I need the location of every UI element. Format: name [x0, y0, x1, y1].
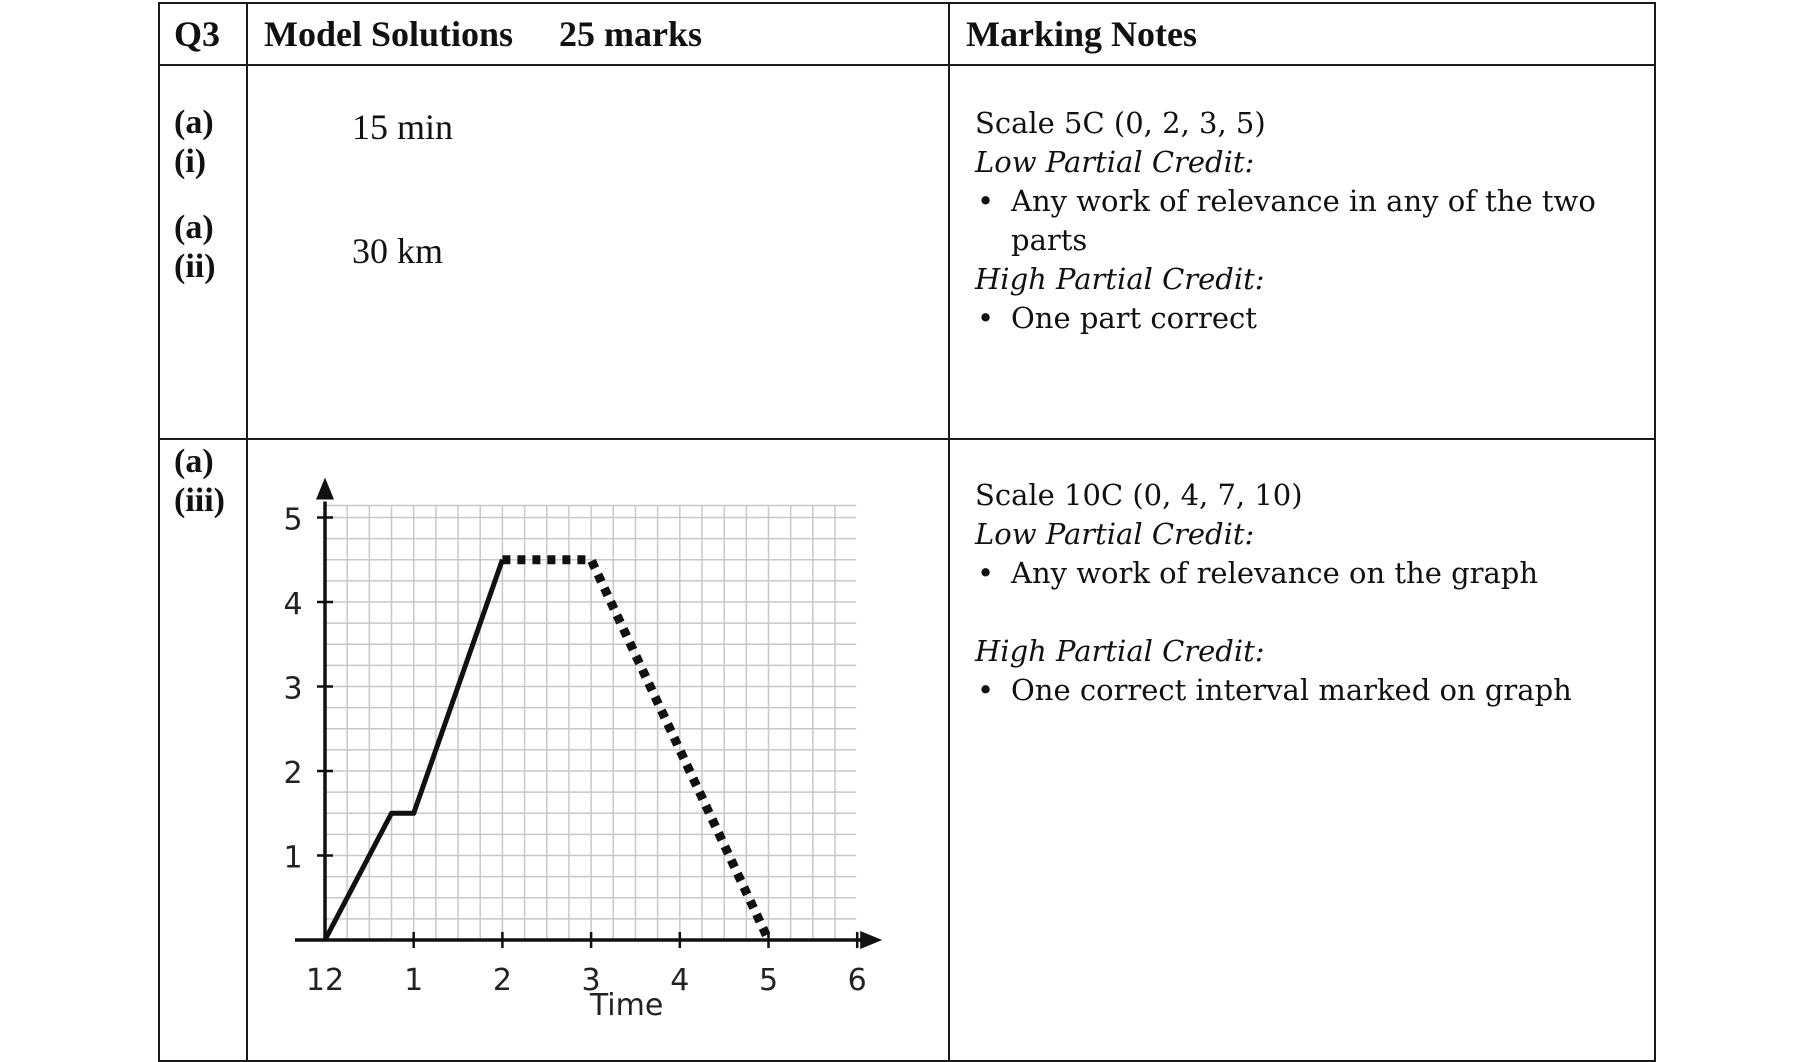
outward-journey-line: [322, 558, 505, 942]
scale-text: Scale 5C (0, 2, 3, 5): [975, 106, 1266, 140]
y-tick-label: 2: [283, 756, 302, 791]
y-tick-label: 4: [283, 587, 302, 622]
x-tick-label: 4: [670, 963, 689, 998]
scale-text: Scale 10C (0, 4, 7, 10): [975, 478, 1303, 512]
part-labels-cell: (a) (i) (a) (ii): [158, 64, 248, 440]
part-label: (a): [174, 104, 214, 141]
x-axis-label: Time: [589, 988, 663, 1023]
model-solutions-heading: Model Solutions 25 marks: [246, 2, 950, 66]
part-label: (a): [174, 209, 214, 246]
x-tick-label: 12: [306, 963, 344, 998]
part-label: (a): [174, 443, 214, 480]
low-partial-credit-item: Any work of relevance on the graph: [975, 554, 1654, 593]
high-partial-credit-item: One correct interval marked on graph: [975, 671, 1654, 710]
y-tick-label: 1: [283, 841, 302, 876]
x-tick-label: 1: [404, 963, 423, 998]
answer-i: 15 min: [352, 107, 454, 147]
y-tick-label: 3: [283, 672, 302, 707]
subpart-label: (iii): [174, 482, 225, 519]
x-tick-label: 2: [493, 963, 512, 998]
high-partial-credit-title: High Partial Credit:: [975, 634, 1265, 668]
x-tick-label: 6: [848, 963, 867, 998]
low-partial-credit-title: Low Partial Credit:: [975, 517, 1255, 551]
subpart-label: (i): [174, 143, 207, 180]
y-axis-arrow: [316, 477, 334, 500]
part-labels-cell: (a) (iii): [158, 438, 248, 1062]
answer-ii: 30 km: [352, 231, 444, 271]
model-solutions-label: Model Solutions: [264, 14, 514, 54]
low-partial-credit-item: Any work of relevance in any of the two …: [975, 182, 1654, 260]
high-partial-credit-item: One part correct: [975, 299, 1654, 338]
header-row: Q3 Model Solutions 25 marks Marking Notes: [158, 2, 1656, 66]
row-part-a-i-ii: (a) (i) (a) (ii) 15 min 30 km Scale 5C (…: [158, 64, 1656, 440]
marking-notes-cell: Scale 10C (0, 4, 7, 10) Low Partial Cred…: [948, 438, 1656, 1062]
y-tick-label: 5: [283, 503, 302, 538]
marking-notes-heading: Marking Notes: [948, 2, 1656, 66]
x-axis-arrow: [860, 931, 883, 949]
high-partial-credit-title: High Partial Credit:: [975, 262, 1265, 296]
x-tick-label: 3: [582, 963, 601, 998]
marking-scheme-table: Q3 Model Solutions 25 marks Marking Notes…: [158, 2, 1656, 1062]
subpart-label: (ii): [174, 248, 216, 285]
x-tick-label: 5: [759, 963, 778, 998]
model-solution-cell: 15 min 30 km: [246, 64, 950, 440]
question-number: Q3: [158, 2, 248, 66]
marking-notes-cell: Scale 5C (0, 2, 3, 5) Low Partial Credit…: [948, 64, 1656, 440]
low-partial-credit-title: Low Partial Credit:: [975, 145, 1255, 179]
marks-label: 25 marks: [559, 14, 703, 54]
